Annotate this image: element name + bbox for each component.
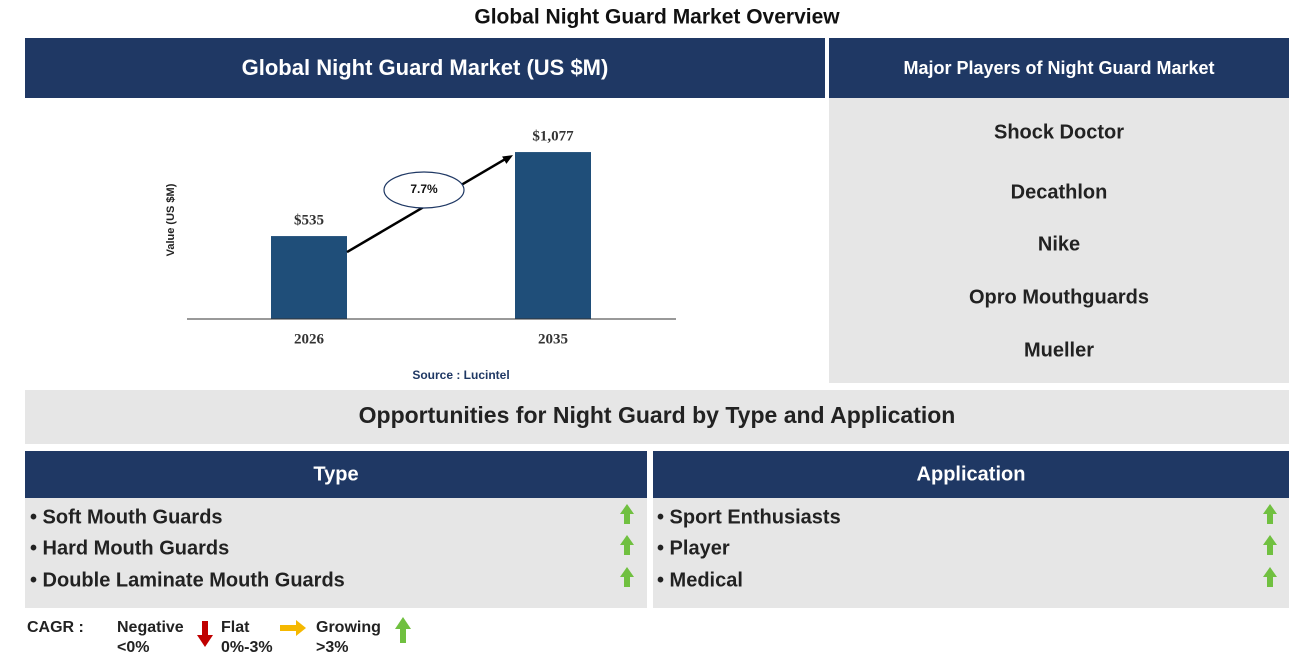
- cagr-bubble: [383, 171, 465, 209]
- player: Mueller: [1024, 339, 1094, 361]
- application-header-bg: [653, 451, 1289, 498]
- legend-text: >3%: [316, 639, 348, 656]
- legend-text: Growing: [316, 619, 381, 636]
- type-item: • Hard Mouth Guards: [30, 537, 229, 559]
- legend-text: 0%-3%: [221, 639, 273, 656]
- legend-text: <0%: [117, 639, 149, 656]
- arrow-head: [502, 155, 513, 164]
- value-label: $1,077: [532, 129, 574, 145]
- page-title: Global Night Guard Market Overview: [474, 6, 840, 29]
- players-panel: [829, 98, 1289, 383]
- opportunities-title: Opportunities for Night Guard by Type an…: [359, 402, 956, 428]
- players-header: Major Players of Night Guard Market: [903, 58, 1214, 78]
- growing-icon: [1263, 535, 1277, 555]
- x-tick-label: 2035: [538, 331, 568, 347]
- source: Source : Lucintel: [412, 368, 509, 382]
- x-tick-label: 2026: [294, 331, 325, 347]
- bar: [271, 236, 347, 319]
- player: Nike: [1038, 233, 1080, 255]
- player: Shock Doctor: [994, 121, 1124, 143]
- players-header-bg: [829, 38, 1289, 98]
- application-item: • Player: [657, 537, 730, 559]
- chart-header: Global Night Guard Market (US $M): [242, 55, 609, 80]
- application-panel: [653, 498, 1289, 608]
- negative-icon: [197, 621, 213, 647]
- type-panel: [25, 498, 647, 608]
- y-axis-label: Value (US $M): [165, 183, 177, 256]
- growing-icon: [620, 567, 634, 587]
- bar: [515, 152, 591, 319]
- opportunities-band: [25, 390, 1289, 444]
- player: Decathlon: [1011, 181, 1108, 203]
- type-header-bg: [25, 451, 647, 498]
- legend-text: Negative: [117, 619, 184, 636]
- application-header: Application: [917, 463, 1026, 485]
- growing-icon: [395, 617, 411, 643]
- type-item: • Double Laminate Mouth Guards: [30, 569, 345, 591]
- value-label: $535: [294, 213, 324, 229]
- growing-icon: [1263, 504, 1277, 524]
- chart-header-bg: [25, 38, 825, 98]
- legend-label: CAGR :: [27, 619, 84, 636]
- application-item: • Medical: [657, 569, 743, 591]
- application-item: • Sport Enthusiasts: [657, 506, 841, 528]
- cagr-label: 7.7%: [410, 182, 438, 196]
- flat-icon: [280, 620, 306, 636]
- growing-icon: [1263, 567, 1277, 587]
- growing-icon: [620, 504, 634, 524]
- growing-icon: [620, 535, 634, 555]
- type-item: • Soft Mouth Guards: [30, 506, 223, 528]
- player: Opro Mouthguards: [969, 286, 1149, 308]
- legend-text: Flat: [221, 619, 250, 636]
- type-header: Type: [313, 463, 358, 485]
